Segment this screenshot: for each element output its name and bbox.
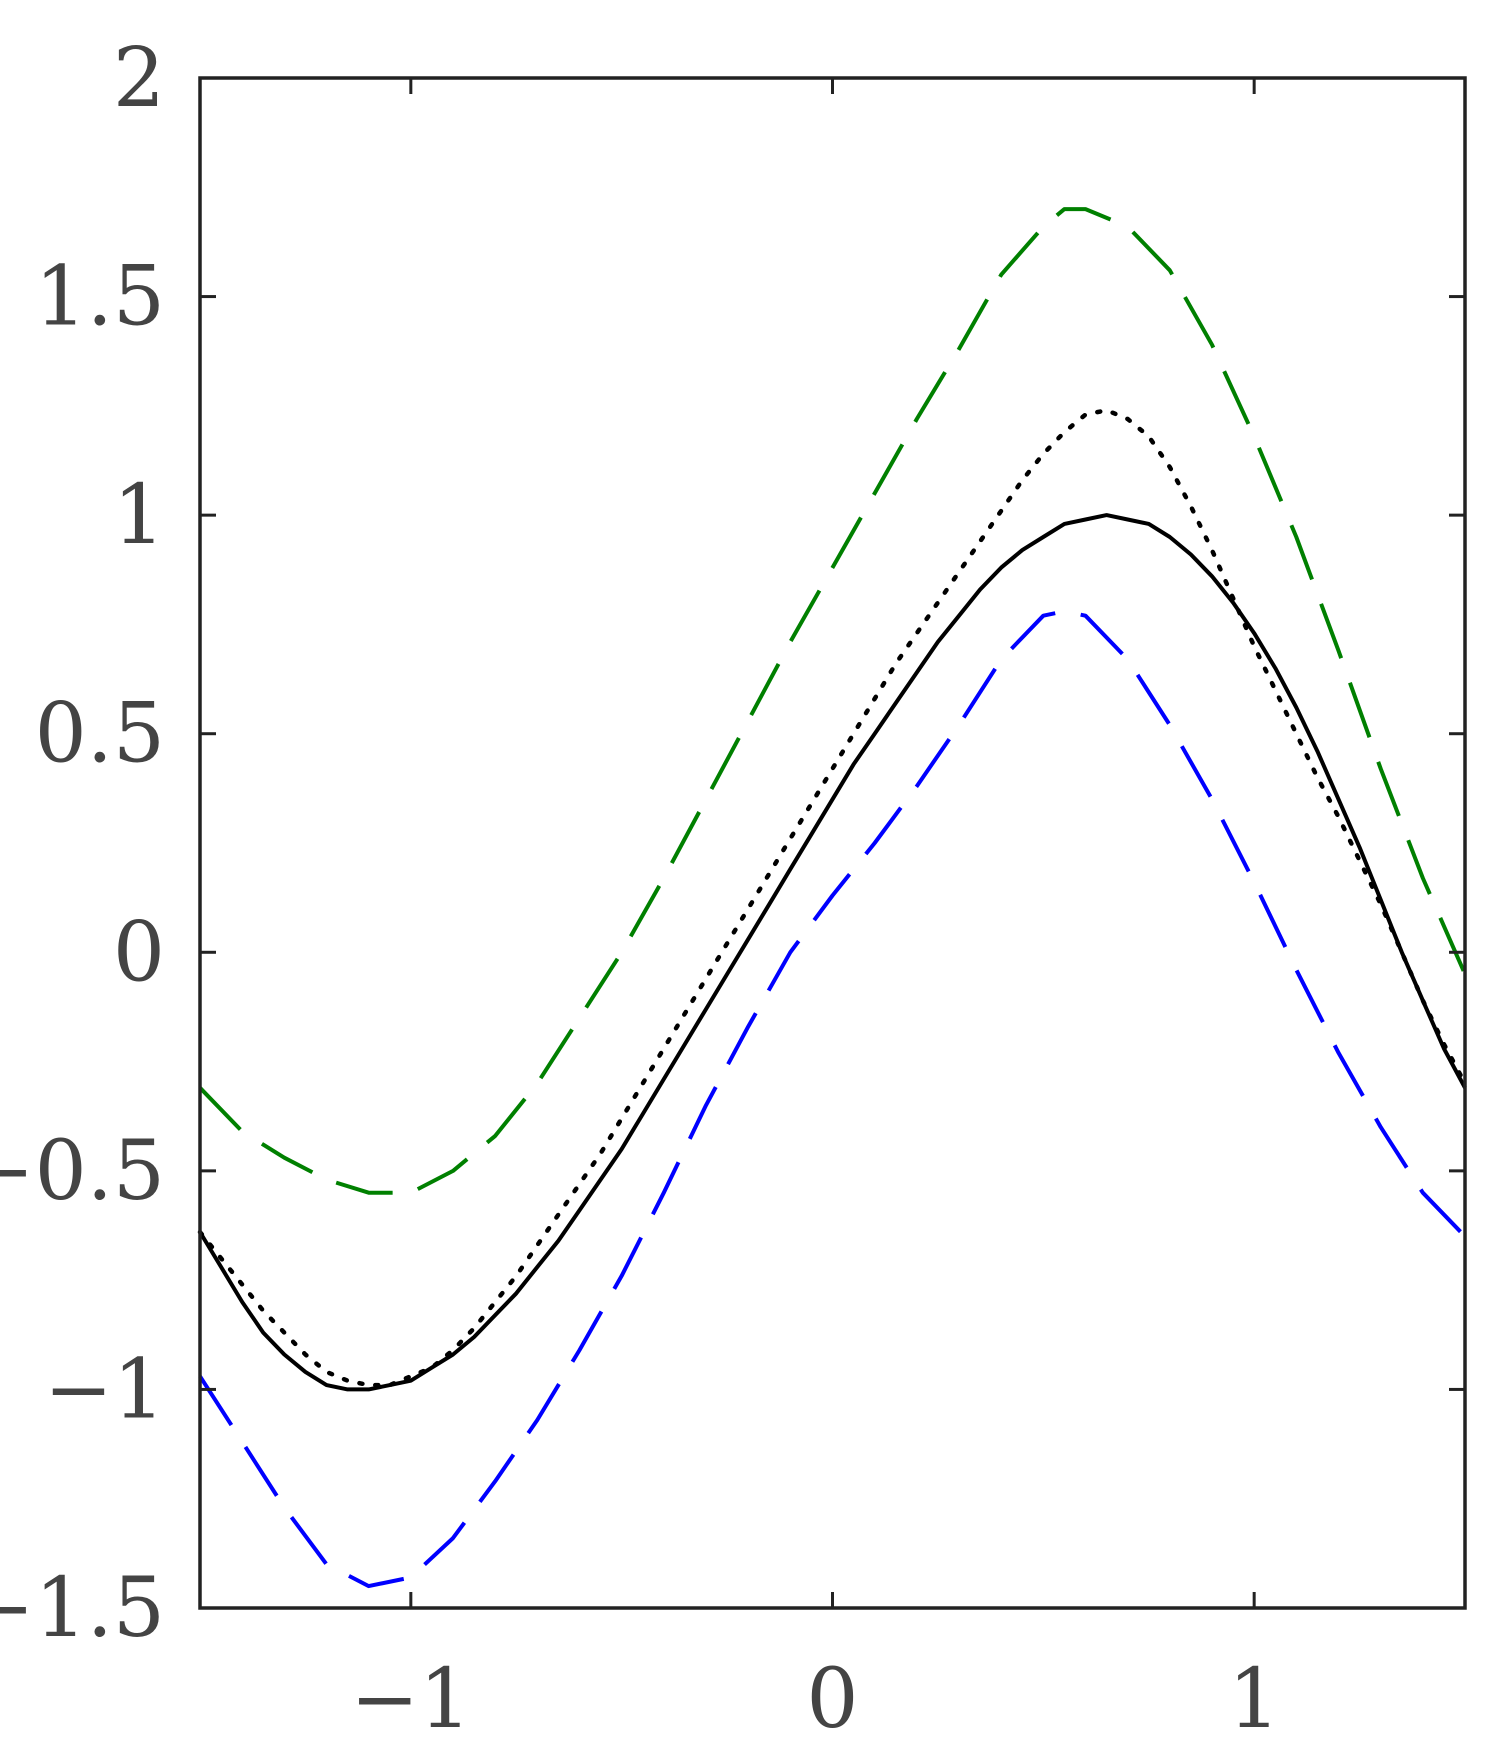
axis-ticks	[200, 76, 1465, 1610]
series-line-3	[198, 513, 1467, 1392]
series-layer	[197, 207, 1468, 1589]
plot-frame	[198, 76, 1467, 1610]
y-tick-label: 1.5	[35, 250, 165, 345]
tick-labels: −1 0 1 2 1.5 1 0.5 0 −0.5 −1 −1.5	[0, 31, 1280, 1746]
axes-frame	[198, 76, 1467, 1610]
y-tick-label: −1	[44, 1342, 165, 1437]
y-tick-label: −1.5	[0, 1561, 165, 1656]
series-line-1	[198, 207, 1467, 1195]
y-tick-label: 2	[113, 31, 165, 126]
y-tick-label: 0	[113, 905, 165, 1000]
y-tick-label: 0.5	[35, 687, 165, 782]
y-tick-label: 1	[113, 468, 165, 563]
x-tick-label: 0	[806, 1652, 858, 1746]
y-tick-label: −0.5	[0, 1124, 165, 1219]
x-tick-label: 1	[1228, 1652, 1280, 1746]
series-line-2	[198, 609, 1467, 1589]
x-tick-label: −1	[350, 1652, 471, 1746]
series-line-4	[197, 407, 1468, 1388]
